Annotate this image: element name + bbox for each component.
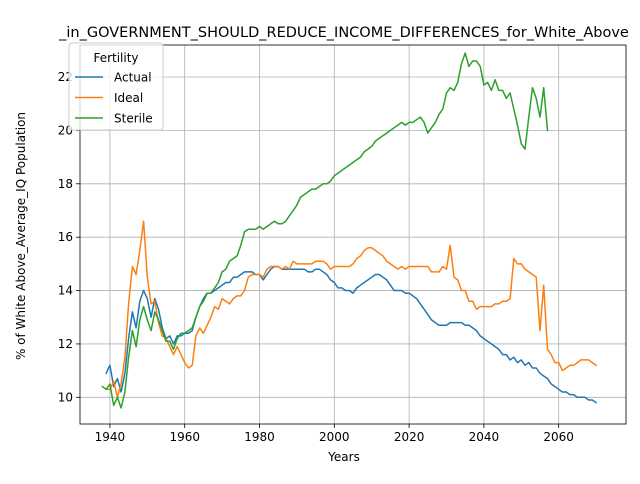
x-tick-label: 2040 [469,430,500,444]
x-axis-label: Years [327,450,360,464]
y-tick-label: 10 [58,390,73,404]
grid [80,45,626,424]
series-lines [101,52,598,409]
legend-label-sterile: Sterile [114,112,153,126]
series-line-sterile [101,52,549,409]
y-tick-label: 14 [58,284,73,298]
legend-entries: Actual Ideal Sterile [75,71,153,126]
chart-title: _in_GOVERNMENT_SHOULD_REDUCE_INCOME_DIFF… [58,25,629,41]
legend-box [68,42,164,131]
legend-title: Fertility [93,51,138,65]
x-tick-label: 1940 [95,430,126,444]
x-tick-label: 2000 [319,430,350,444]
y-axis-label: % of White Above_Average_IQ Population [14,112,28,360]
series-line-ideal [105,220,598,399]
y-tick-label: 16 [58,230,73,244]
y-tick-label: 12 [58,337,73,351]
series-line-actual [105,265,598,404]
legend: Fertility Actual Ideal Sterile [68,42,164,131]
x-tick-label: 1980 [244,430,275,444]
legend-label-ideal: Ideal [114,91,143,105]
x-axis-ticks: 1940 1960 1980 2000 2020 2040 2060 [95,424,574,444]
y-tick-label: 18 [58,177,73,191]
legend-label-actual: Actual [114,71,152,85]
x-tick-label: 1960 [169,430,200,444]
x-tick-label: 2060 [543,430,574,444]
plot-area-frame [79,44,627,425]
x-tick-label: 2020 [394,430,425,444]
